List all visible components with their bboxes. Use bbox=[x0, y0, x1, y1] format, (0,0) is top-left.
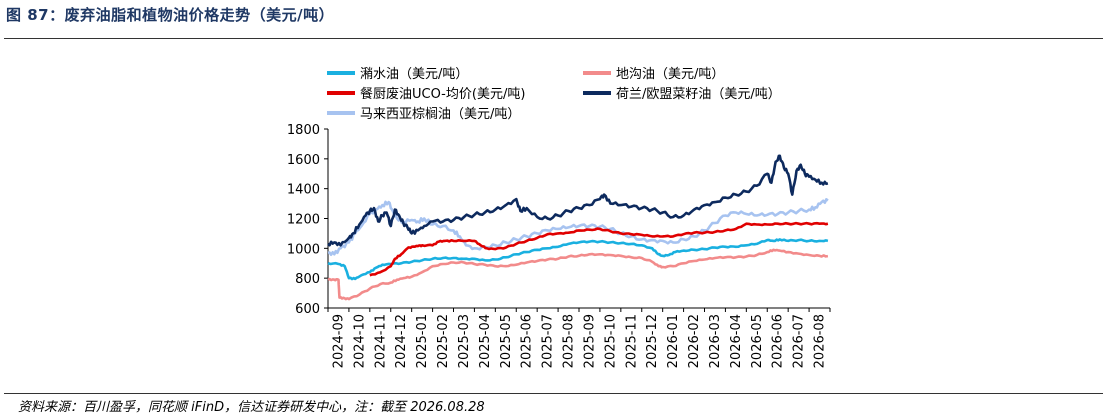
chart-axes: 600 800 1000 1200 1400 1600 1800 2024-09 2024-10… bbox=[287, 123, 831, 368]
source-note: 资料来源：百川盈孚，同花顺 iFinD，信达证券研发中心，注：截至 2026.0… bbox=[18, 400, 485, 415]
x-tick-label: 2025-10 bbox=[603, 314, 618, 368]
x-tick-label: 2025-06 bbox=[520, 314, 535, 368]
x-tick-label: 2025-01 bbox=[415, 314, 430, 368]
legend-label: 荷兰/欧盟菜籽油（美元/吨） bbox=[616, 87, 781, 102]
y-tick-label: 1000 bbox=[287, 242, 320, 257]
x-tick-label: 2024-10 bbox=[352, 314, 367, 368]
x-tick-label: 2026-01 bbox=[666, 314, 681, 368]
legend-label: 地沟油（美元/吨） bbox=[616, 67, 724, 82]
y-tick-label: 1400 bbox=[287, 183, 320, 198]
x-tick-label: 2024-12 bbox=[394, 314, 409, 368]
legend-label: 马来西亚棕榈油（美元/吨） bbox=[360, 107, 520, 122]
x-tick-label: 2026-02 bbox=[687, 314, 702, 368]
series-line-0 bbox=[327, 238, 829, 281]
series-line-2 bbox=[369, 221, 829, 277]
x-tick-label: 2026-06 bbox=[771, 314, 786, 368]
bottom-divider bbox=[4, 393, 1103, 394]
y-tick-label: 600 bbox=[295, 302, 320, 317]
series-line-4 bbox=[327, 198, 829, 256]
x-tick-label: 2026-04 bbox=[729, 314, 744, 368]
x-tick-label: 2025-11 bbox=[624, 314, 639, 368]
series-line-3 bbox=[327, 154, 829, 247]
y-tick-label: 800 bbox=[295, 272, 320, 287]
legend-label: 潲水油（美元/吨） bbox=[360, 67, 468, 82]
top-divider bbox=[4, 38, 1103, 39]
x-tick-label: 2026-05 bbox=[750, 314, 765, 368]
x-tick-label: 2025-07 bbox=[541, 314, 556, 368]
x-tick-label: 2025-03 bbox=[457, 314, 472, 368]
x-tick-label: 2025-09 bbox=[582, 314, 597, 368]
y-tick-label: 1600 bbox=[287, 153, 320, 168]
x-tick-label: 2026-07 bbox=[792, 314, 807, 368]
price-trend-chart: 潲水油（美元/吨） 地沟油（美元/吨） 餐厨废油UCO-均价(美元/吨) 荷兰/欧盟菜… bbox=[287, 67, 831, 368]
chart-legend: 潲水油（美元/吨） 地沟油（美元/吨） 餐厨废油UCO-均价(美元/吨) 荷兰/欧盟菜… bbox=[327, 67, 781, 122]
x-tick-label: 2024-11 bbox=[373, 314, 388, 368]
x-tick-label: 2026-03 bbox=[708, 314, 723, 368]
x-tick-label: 2024-09 bbox=[331, 314, 346, 368]
x-tick-label: 2025-12 bbox=[645, 314, 660, 368]
x-tick-label: 2025-05 bbox=[499, 314, 514, 368]
x-tick-label: 2025-04 bbox=[478, 314, 493, 368]
x-tick-label: 2025-02 bbox=[436, 314, 451, 368]
x-tick-label: 2026-08 bbox=[813, 314, 828, 368]
legend-label: 餐厨废油UCO-均价(美元/吨) bbox=[360, 86, 525, 102]
x-tick-label: 2025-08 bbox=[562, 314, 577, 368]
figure-title: 图 87：废弃油脂和植物油价格走势（美元/吨） bbox=[6, 6, 335, 24]
series-line-1 bbox=[327, 248, 829, 301]
y-tick-label: 1200 bbox=[287, 213, 320, 228]
chart-series bbox=[327, 154, 829, 301]
y-tick-label: 1800 bbox=[287, 123, 320, 138]
